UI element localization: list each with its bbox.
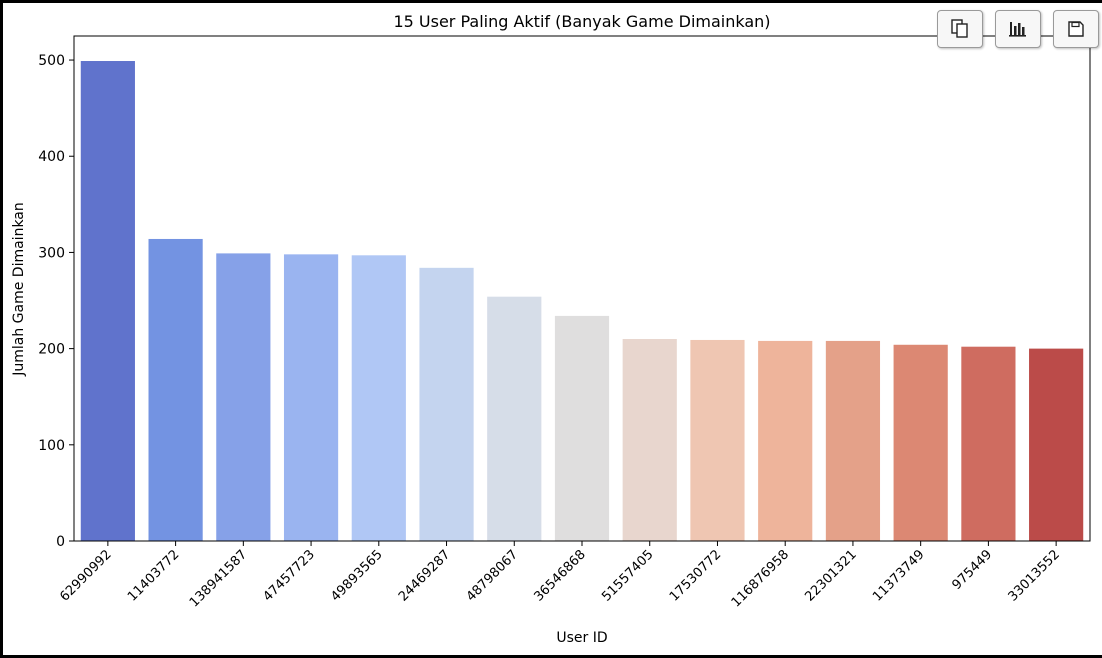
figure-toolbar	[937, 10, 1099, 48]
bar-chart-icon	[1009, 22, 1026, 37]
x-tick-label: 17530772	[667, 547, 724, 604]
bar	[351, 255, 406, 541]
bar	[80, 61, 135, 541]
bar	[961, 346, 1016, 541]
x-axis: 62990992 11403772 138941587 47457723 4989356…	[57, 541, 1063, 610]
save-icon	[1068, 21, 1084, 37]
x-tick-label: 33013552	[1006, 547, 1063, 604]
x-tick-label: 116876958	[729, 547, 792, 610]
save-button[interactable]	[1053, 10, 1099, 48]
y-tick-label: 400	[38, 149, 65, 165]
x-axis-label: User ID	[556, 630, 607, 646]
x-tick-label: 51557405	[599, 547, 656, 604]
y-tick-label: 0	[56, 534, 65, 550]
x-tick-label: 48798067	[464, 547, 521, 604]
bar	[148, 238, 203, 541]
x-tick-label: 22301321	[802, 547, 859, 604]
x-tick-label: 11403772	[125, 547, 182, 604]
x-tick-label: 62990992	[57, 547, 114, 604]
x-tick-label: 975449	[950, 547, 996, 593]
bar	[690, 339, 745, 541]
chart-title: 15 User Paling Aktif (Banyak Game Dimain…	[393, 12, 770, 31]
bar	[893, 344, 948, 541]
y-tick-label: 200	[38, 342, 65, 358]
bar	[283, 254, 339, 541]
copy-button[interactable]	[937, 10, 983, 48]
bar	[758, 340, 813, 541]
bars-group	[80, 61, 1084, 541]
x-tick-label: 47457723	[260, 547, 317, 604]
bar	[487, 296, 542, 541]
plot-area	[73, 35, 1091, 542]
bar	[554, 315, 610, 541]
bar	[825, 340, 881, 541]
bar	[216, 253, 271, 541]
y-tick-label: 300	[38, 245, 65, 261]
x-tick-label: 11373749	[870, 547, 927, 604]
bar	[1029, 348, 1084, 541]
y-axis: 0 100 200 300 400 500	[38, 53, 74, 550]
y-axis-label: Jumlah Game Dimainkan	[11, 202, 27, 377]
chart-view-button[interactable]	[995, 10, 1041, 48]
x-tick-label: 138941587	[187, 547, 250, 610]
y-tick-label: 100	[38, 438, 65, 454]
bar	[419, 267, 474, 541]
x-tick-label: 24469287	[396, 547, 453, 604]
y-tick-label: 500	[38, 53, 65, 69]
x-tick-label: 49893565	[328, 547, 385, 604]
copy-icon	[951, 19, 968, 38]
bar	[622, 339, 677, 541]
x-tick-label: 36546868	[531, 547, 588, 604]
